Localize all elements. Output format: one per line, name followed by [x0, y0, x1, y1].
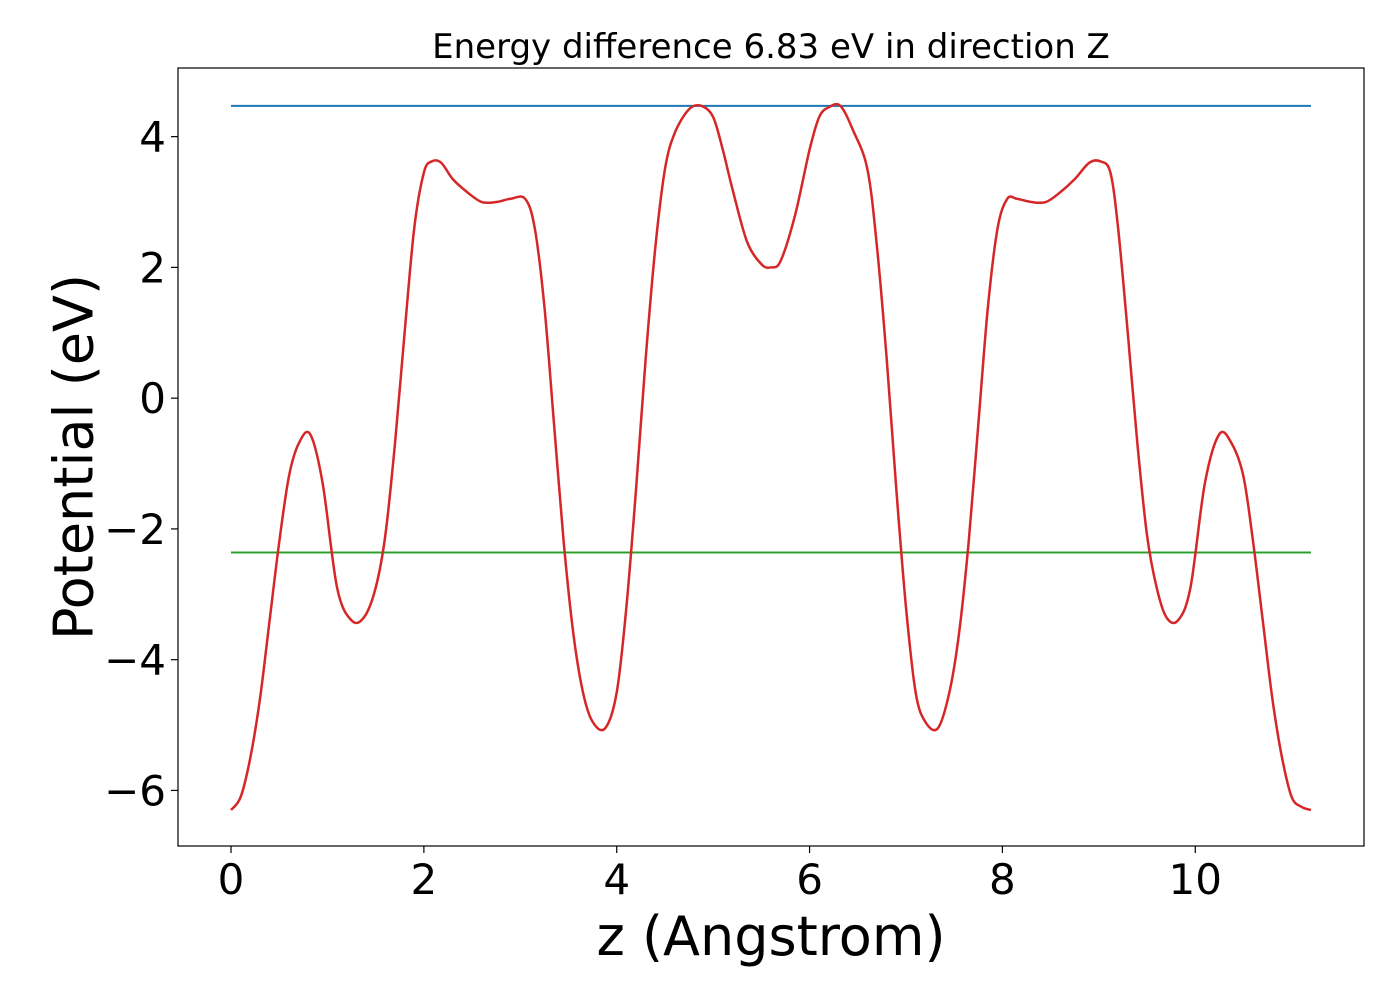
plot-frame: [177, 67, 1365, 847]
y-axis-title: Potential (eV): [43, 274, 106, 640]
x-tick-label: 0: [218, 855, 245, 904]
x-tick-label: 4: [603, 855, 630, 904]
plot-lines: [230, 102, 1312, 812]
y-tick-label: 4: [139, 113, 166, 162]
y-tick-label: −4: [104, 636, 166, 685]
x-tick-label: 2: [411, 855, 438, 904]
y-tick-label: 0: [139, 374, 166, 423]
y-tick-label: −2: [104, 505, 166, 554]
x-axis-title: z (Angstrom): [596, 905, 945, 968]
x-axis: 0 2 4 6 8 10: [218, 846, 1222, 904]
y-tick-label: 2: [139, 243, 166, 292]
y-tick-label: −6: [104, 766, 166, 815]
x-tick-label: 10: [1169, 855, 1222, 904]
x-tick-label: 6: [796, 855, 823, 904]
chart-title: Energy difference 6.83 eV in direction Z: [432, 27, 1110, 67]
potential-series-line: [230, 102, 1312, 812]
y-axis: −6 −4 −2 0 2 4: [104, 113, 178, 815]
x-tick-label: 8: [989, 855, 1016, 904]
